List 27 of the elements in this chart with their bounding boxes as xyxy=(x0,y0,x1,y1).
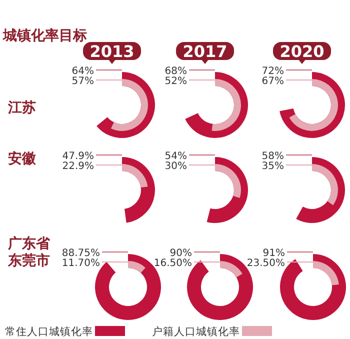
data-label: 30% xyxy=(164,161,187,172)
chart-title: 2013 xyxy=(90,42,134,61)
data-label: 54% xyxy=(164,151,187,162)
text: 广东省东莞市 xyxy=(7,235,51,269)
data-label: 16.50% xyxy=(154,258,192,269)
data-label: 11.70% xyxy=(62,258,100,269)
data-label: 88.75% xyxy=(62,248,100,259)
legend-label: 常住人口城镇化率 xyxy=(5,325,93,338)
chart-title: 2020 xyxy=(280,42,324,61)
data-label: 58% xyxy=(262,151,284,162)
data-label: 47.9% xyxy=(62,151,94,162)
data-label: 67% xyxy=(262,76,284,87)
text: 安徽 xyxy=(8,150,37,167)
data-label: 90% xyxy=(170,248,192,259)
legend-label: 户籍人口城镇化率 xyxy=(152,325,240,338)
text: 江苏 xyxy=(7,100,36,116)
data-label: 22.9% xyxy=(62,161,94,172)
data-label: 68% xyxy=(164,66,187,77)
data-label: 57% xyxy=(72,76,94,87)
data-label: 91% xyxy=(262,248,285,259)
data-label: 64% xyxy=(72,66,94,77)
chart-title: 2017 xyxy=(182,42,228,61)
data-label: 23.50% xyxy=(246,258,285,269)
text: 城镇化率目标 xyxy=(2,27,87,44)
data-label: 52% xyxy=(164,76,187,87)
data-label: 72% xyxy=(262,66,284,77)
data-label: 35% xyxy=(262,161,284,172)
